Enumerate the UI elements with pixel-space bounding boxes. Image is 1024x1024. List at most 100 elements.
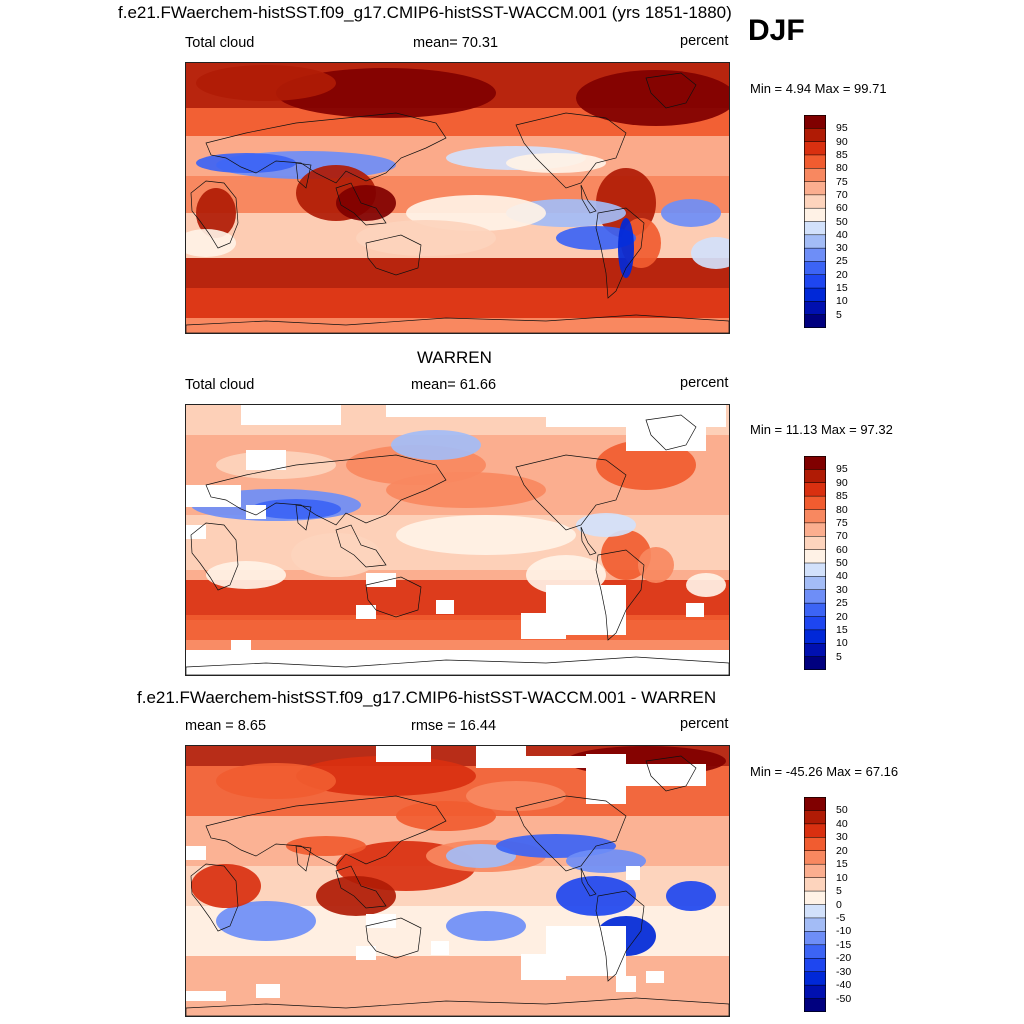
panel1-left-label: Total cloud [185, 35, 255, 51]
colorbar-tick-label: 95 [836, 463, 848, 476]
colorbar-tick-label: -5 [836, 911, 846, 924]
colorbar-swatch [804, 562, 826, 577]
coastline [295, 162, 312, 189]
contour-region [251, 499, 341, 519]
missing-data-region [626, 866, 640, 880]
colorbar-tick-label: 10 [836, 871, 848, 884]
contour-region [386, 472, 546, 508]
colorbar-tick-label: 30 [836, 242, 848, 255]
coastline [595, 207, 645, 299]
missing-data-region [356, 946, 376, 960]
missing-data-region [646, 971, 664, 983]
colorbar-tick-label: 5 [836, 308, 842, 321]
panel1-title: f.e21.FWaerchem-histSST.f09_g17.CMIP6-hi… [118, 3, 732, 22]
contour-region [556, 876, 636, 916]
coastline [365, 917, 422, 959]
colorbar-swatch [804, 469, 826, 484]
colorbar-swatch [804, 931, 826, 946]
panel2-units-label: percent [680, 375, 729, 391]
panel1-minmax: Min = 4.94 Max = 99.71 [750, 81, 887, 96]
colorbar-swatch [804, 810, 826, 825]
panel3-map [185, 745, 730, 1017]
missing-data-region [616, 976, 636, 992]
colorbar-swatch [804, 154, 826, 169]
coastline [190, 522, 239, 591]
colorbar-swatch [804, 168, 826, 183]
contour-region [286, 836, 366, 856]
colorbar-swatch [804, 944, 826, 959]
missing-data-region [586, 754, 626, 804]
colorbar-tick-label: -30 [836, 965, 852, 978]
missing-data-region [476, 746, 526, 768]
coastline [335, 182, 387, 226]
panel3-minmax: Min = -45.26 Max = 67.16 [750, 764, 899, 779]
colorbar-tick-label: 95 [836, 122, 848, 135]
colorbar-tick-label: 0 [836, 898, 842, 911]
missing-data-region [366, 573, 396, 587]
colorbar-tick-label: 50 [836, 215, 848, 228]
colorbar-swatch [804, 629, 826, 644]
colorbar-swatch [804, 207, 826, 223]
colorbar-tick-label: 30 [836, 583, 848, 596]
colorbar-tick-label: -10 [836, 925, 852, 938]
panel2-mean-label: mean= 61.66 [411, 377, 497, 393]
panel3-colorbar [804, 797, 826, 1012]
colorbar-tick-label: 75 [836, 175, 848, 188]
colorbar-tick-label: 15 [836, 623, 848, 636]
colorbar-swatch [804, 509, 826, 524]
colorbar-tick-label: 20 [836, 268, 848, 281]
panel1-mean-label: mean= 70.31 [413, 35, 499, 51]
colorbar-tick-label: 80 [836, 503, 848, 516]
contour-region [618, 218, 634, 278]
coastline [595, 890, 645, 982]
missing-data-region [376, 746, 431, 762]
colorbar-tick-label: 40 [836, 228, 848, 241]
colorbar-tick-label: 50 [836, 557, 848, 569]
missing-data-region [246, 450, 286, 470]
colorbar-tick-label: 15 [836, 858, 848, 871]
coastline [335, 524, 387, 568]
colorbar-swatch [804, 234, 826, 249]
panel3-title: f.e21.FWaerchem-histSST.f09_g17.CMIP6-hi… [137, 688, 717, 707]
colorbar-tick-label: 90 [836, 135, 848, 148]
contour-region [556, 226, 636, 250]
coastline [580, 526, 597, 556]
coastline [645, 414, 697, 451]
colorbar-tick-label: -50 [836, 992, 852, 1005]
contour-region [336, 185, 396, 221]
panel3-rmse-label: rmse = 16.44 [411, 718, 497, 734]
colorbar-swatch [804, 301, 826, 316]
panel2-title: WARREN [417, 348, 492, 367]
missing-data-region [521, 613, 566, 639]
colorbar-swatch [804, 643, 826, 658]
panel1-map [185, 62, 730, 334]
missing-data-region [186, 846, 206, 860]
missing-data-region [516, 756, 596, 768]
coastline [645, 755, 697, 792]
colorbar-swatch [804, 522, 826, 537]
contour-region [596, 440, 696, 490]
contour-region [691, 237, 729, 269]
coastline [365, 576, 422, 618]
colorbar-tick-label: 20 [836, 844, 848, 857]
missing-data-region [186, 525, 206, 539]
missing-data-region [246, 505, 266, 519]
coastline [515, 454, 627, 531]
contour-region [506, 153, 606, 173]
colorbar-swatch [804, 482, 826, 497]
colorbar-swatch [804, 984, 826, 1000]
colorbar-swatch [804, 589, 826, 604]
panel1-units-label: percent [680, 33, 729, 49]
colorbar-tick-label: 50 [836, 804, 848, 817]
colorbar-swatch [804, 863, 826, 879]
coastline [190, 863, 239, 932]
colorbar-tick-label: 20 [836, 610, 848, 623]
missing-data-region [366, 914, 396, 928]
colorbar-swatch [804, 958, 826, 973]
coastline [186, 997, 729, 1016]
missing-data-region [386, 405, 546, 417]
colorbar-swatch [804, 115, 826, 129]
colorbar-swatch [804, 877, 826, 892]
panel1-colorbar [804, 115, 826, 328]
missing-data-region [186, 485, 241, 507]
